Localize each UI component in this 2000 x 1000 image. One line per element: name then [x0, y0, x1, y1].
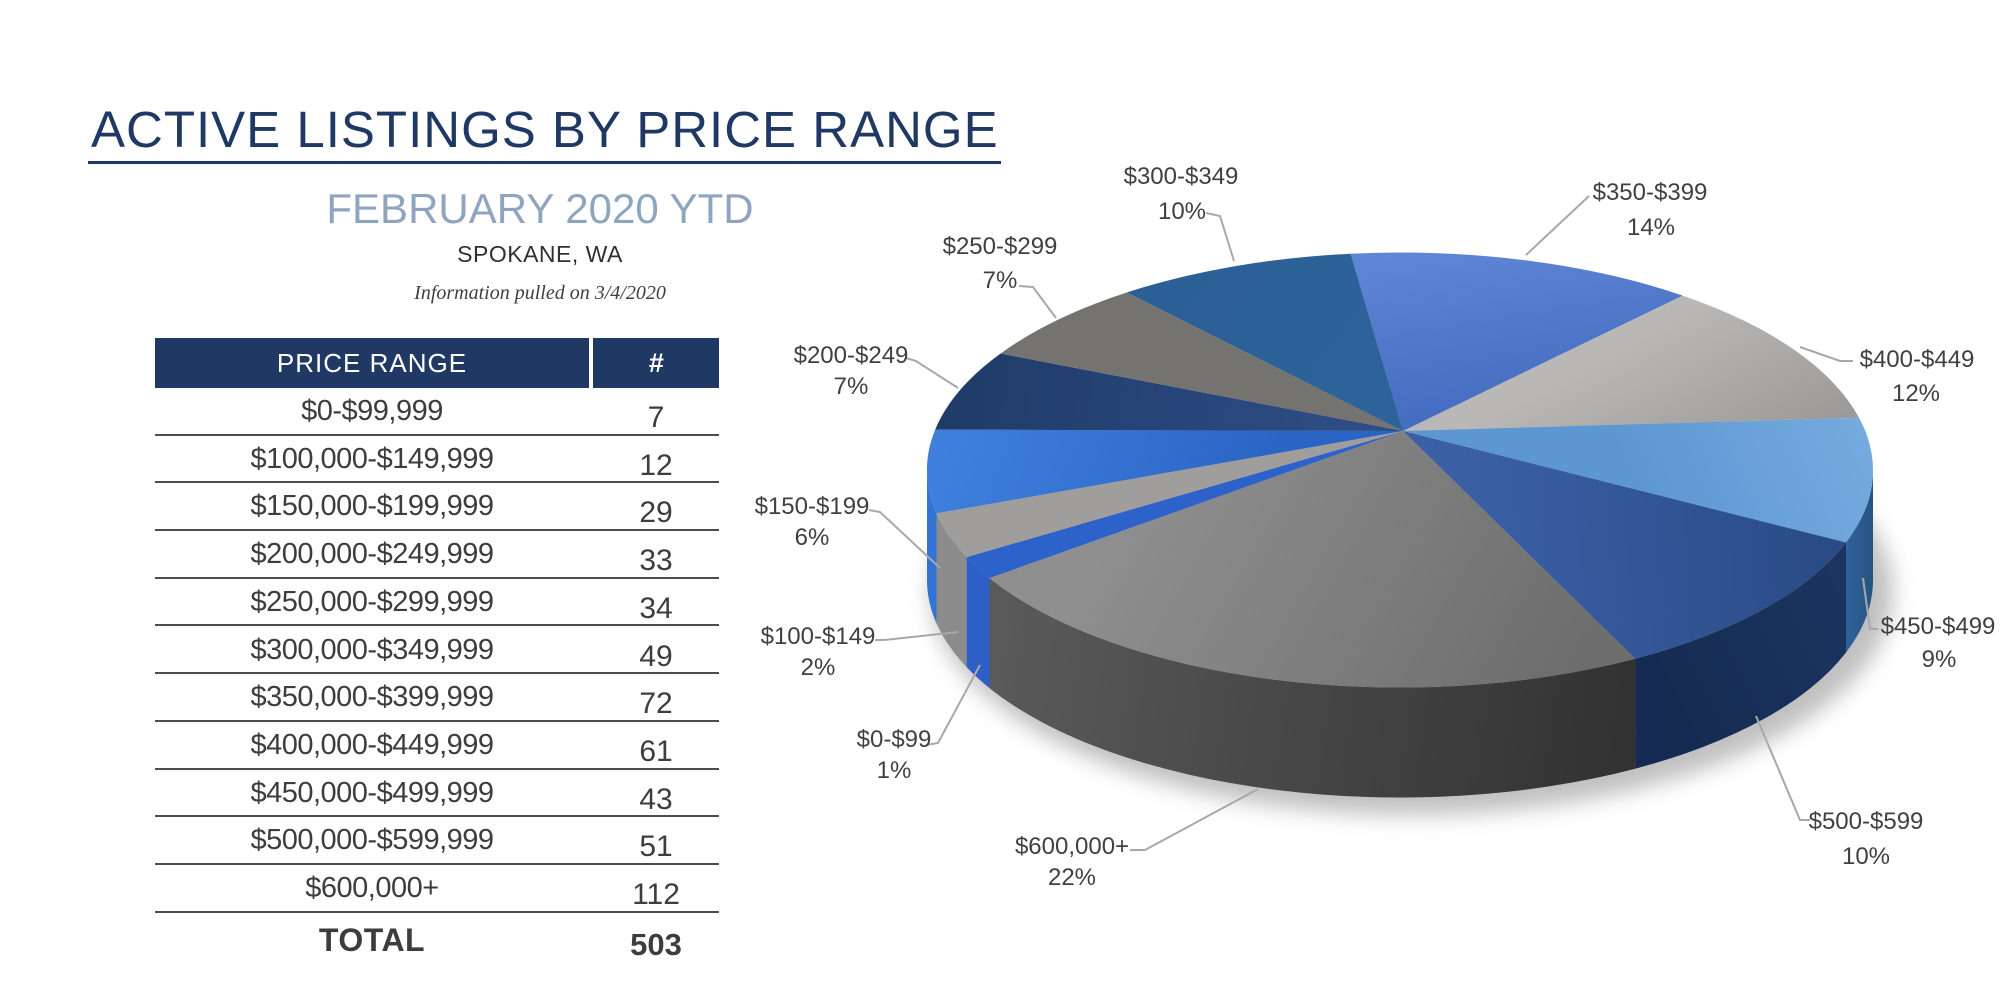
- svg-text:$400-$449: $400-$449: [1860, 346, 1975, 373]
- svg-text:2%: 2%: [801, 654, 836, 681]
- svg-text:14%: 14%: [1627, 214, 1675, 241]
- svg-text:$250-$299: $250-$299: [943, 233, 1058, 260]
- svg-text:22%: 22%: [1048, 864, 1096, 891]
- svg-text:10%: 10%: [1842, 843, 1890, 870]
- svg-text:9%: 9%: [1922, 646, 1957, 673]
- svg-text:$150-$199: $150-$199: [755, 493, 870, 520]
- svg-text:$350-$399: $350-$399: [1593, 179, 1708, 206]
- svg-text:$450-$499: $450-$499: [1881, 613, 1996, 640]
- svg-text:12%: 12%: [1892, 380, 1940, 407]
- svg-text:7%: 7%: [834, 373, 869, 400]
- svg-text:$300-$349: $300-$349: [1124, 163, 1239, 190]
- svg-text:$0-$99: $0-$99: [857, 726, 932, 753]
- svg-text:$200-$249: $200-$249: [794, 342, 909, 369]
- svg-text:10%: 10%: [1158, 198, 1206, 225]
- svg-text:6%: 6%: [795, 524, 830, 551]
- svg-text:$600,000+: $600,000+: [1015, 833, 1129, 860]
- svg-text:$500-$599: $500-$599: [1809, 808, 1924, 835]
- svg-text:1%: 1%: [877, 757, 912, 784]
- svg-text:$100-$149: $100-$149: [761, 623, 876, 650]
- svg-text:7%: 7%: [983, 267, 1018, 294]
